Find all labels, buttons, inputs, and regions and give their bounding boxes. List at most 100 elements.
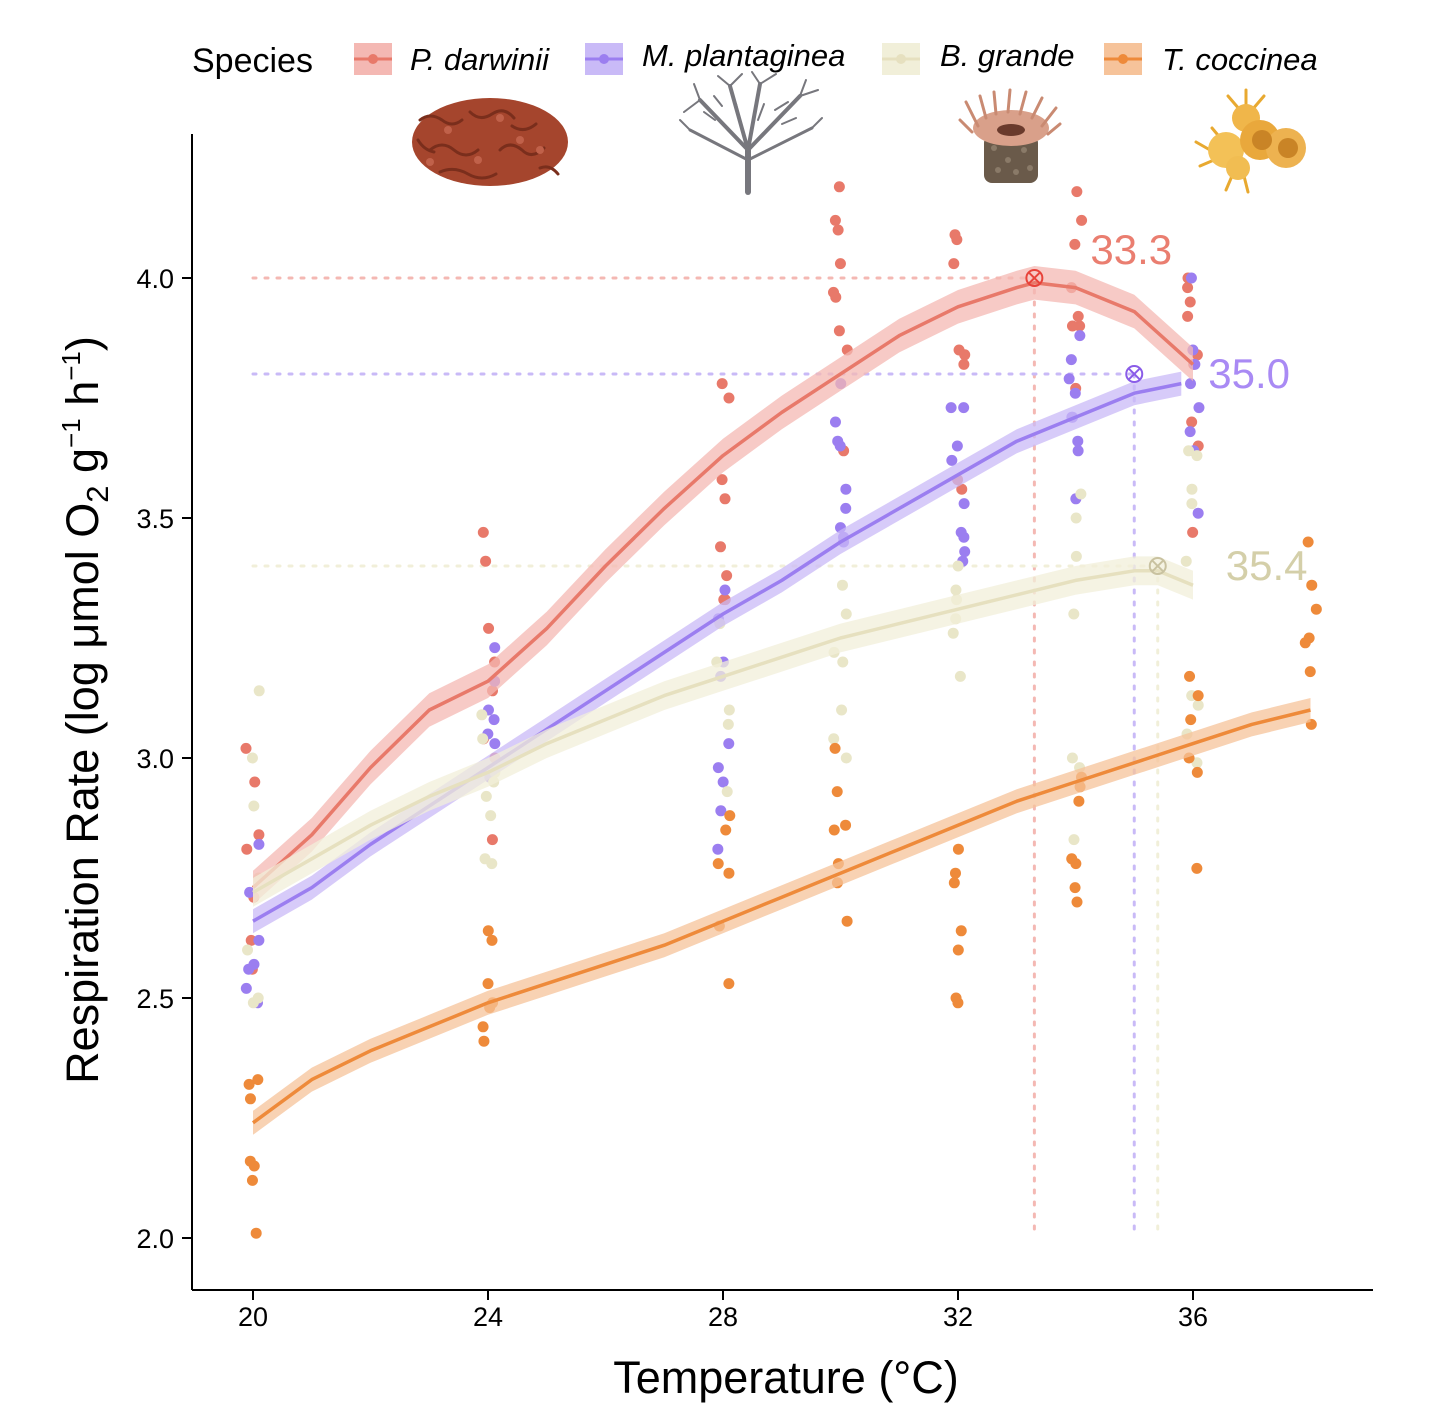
legend-label-b-grande: B. grande	[940, 38, 1074, 73]
m-plantaginea-illustration	[679, 71, 823, 195]
y-axis-title: Respiration Rate (log μmol O2 g−1 h−1)	[56, 336, 115, 1084]
data-point	[486, 934, 498, 946]
x-tick-label: 28	[708, 1302, 738, 1332]
series-fit	[251, 698, 1311, 1135]
data-point	[722, 718, 734, 730]
legend-title: Species	[192, 42, 313, 80]
data-point	[1063, 373, 1075, 385]
legend-item-m-plantaginea: M. plantaginea	[585, 38, 845, 75]
data-point	[1182, 310, 1194, 322]
y-tick-label: 2.0	[136, 1224, 174, 1254]
data-point	[480, 555, 492, 567]
data-point	[723, 738, 735, 750]
data-point	[1192, 699, 1204, 711]
data-point	[834, 440, 846, 452]
data-point	[1187, 526, 1199, 538]
data-point	[831, 786, 843, 798]
data-point	[1071, 186, 1083, 198]
data-point	[1070, 858, 1082, 870]
ctmax-marker: 35.4	[1148, 542, 1308, 589]
data-point	[719, 493, 731, 505]
y-ticks: 2.0 2.5 3.0 3.5 4.0	[136, 264, 192, 1254]
data-point	[486, 858, 498, 870]
data-point	[829, 214, 841, 226]
data-point	[1191, 766, 1203, 778]
data-point	[1191, 450, 1203, 462]
data-point	[834, 258, 846, 270]
data-point	[712, 858, 724, 870]
data-point	[1070, 512, 1082, 524]
data-point	[1185, 714, 1197, 726]
data-point	[241, 843, 253, 855]
data-point	[833, 325, 845, 337]
data-point	[253, 829, 265, 841]
data-point	[836, 579, 848, 591]
b-grande-illustration	[958, 88, 1062, 183]
legend-label-t-coccinea: T. coccinea	[1162, 42, 1318, 77]
data-point	[716, 474, 728, 486]
data-point	[1073, 795, 1085, 807]
y-tick-label: 4.0	[136, 264, 174, 294]
ctmax-marker: 33.3	[1025, 226, 1172, 287]
data-point	[947, 627, 959, 639]
data-point	[1069, 882, 1081, 894]
data-point	[478, 1035, 490, 1047]
data-point	[715, 805, 727, 817]
data-point	[719, 584, 731, 596]
ctmax-guides	[251, 564, 1160, 1240]
data-point	[840, 502, 852, 514]
data-point	[829, 416, 841, 428]
data-point	[1183, 445, 1195, 457]
x-tick-label: 20	[238, 1302, 268, 1332]
data-point	[253, 685, 265, 697]
data-point	[958, 358, 970, 370]
data-point	[949, 867, 961, 879]
data-point	[724, 810, 736, 822]
data-point	[1191, 862, 1203, 874]
axes: 20 24 28 32 36 2.0 2.5 3.0 3.5 4.0 Temperature (…	[56, 134, 1373, 1403]
data-point	[476, 709, 488, 721]
data-point	[948, 258, 960, 270]
data-point	[240, 742, 252, 754]
x-ticks: 20 24 28 32 36	[238, 1290, 1208, 1332]
data-point	[952, 944, 964, 956]
data-point	[959, 349, 971, 361]
ctmax-marker: 35.0	[1125, 350, 1290, 397]
data-point	[1066, 320, 1078, 332]
data-point	[951, 440, 963, 452]
fit-line	[252, 569, 1194, 894]
data-point	[244, 886, 256, 898]
data-point	[480, 790, 492, 802]
legend-item-t-coccinea: T. coccinea	[1104, 42, 1318, 77]
data-point	[958, 531, 970, 543]
data-point	[249, 776, 261, 788]
data-point	[954, 670, 966, 682]
x-tick-label: 36	[1178, 1302, 1208, 1332]
data-point	[712, 843, 724, 855]
data-point	[1071, 896, 1083, 908]
data-point	[1186, 483, 1198, 495]
data-point	[253, 838, 265, 850]
data-point	[716, 378, 728, 390]
data-point	[1068, 834, 1080, 846]
data-point	[1070, 550, 1082, 562]
data-point	[477, 526, 489, 538]
data-point	[828, 824, 840, 836]
data-point	[1072, 435, 1084, 447]
data-point	[247, 997, 259, 1009]
data-point	[833, 181, 845, 193]
data-point	[1069, 387, 1081, 399]
legend-label-p-darwinii: P. darwinii	[410, 42, 550, 77]
data-point	[240, 982, 252, 994]
data-point	[832, 224, 844, 236]
data-point	[830, 291, 842, 303]
data-point	[946, 454, 958, 466]
data-point	[1306, 579, 1318, 591]
data-point	[956, 483, 968, 495]
data-point	[1186, 498, 1198, 510]
data-point	[477, 1021, 489, 1033]
data-point	[250, 1227, 262, 1239]
data-point	[1310, 603, 1322, 615]
data-point	[958, 402, 970, 414]
